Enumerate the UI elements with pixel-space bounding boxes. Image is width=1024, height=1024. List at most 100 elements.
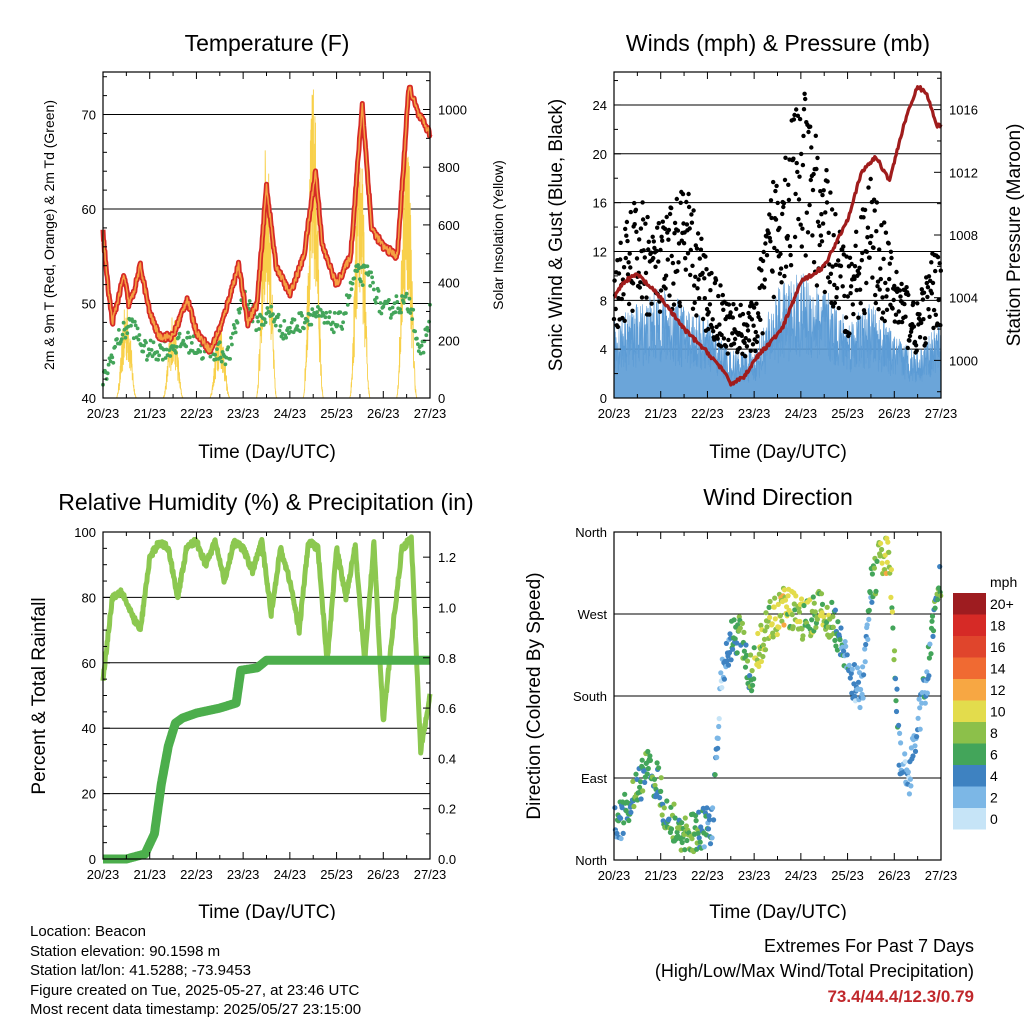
dewpoint-point: [408, 311, 413, 315]
direction-point: [696, 809, 702, 815]
gust-point: [919, 320, 924, 326]
direction-grid: [614, 613, 941, 779]
direction-point: [793, 593, 799, 599]
gust-point: [797, 116, 803, 122]
gust-point: [825, 179, 830, 184]
gust-point: [808, 124, 813, 129]
dewpoint-point: [188, 335, 192, 340]
dewpoint-point: [271, 312, 275, 316]
gust-point: [751, 323, 756, 328]
gust-point: [615, 324, 621, 330]
direction-point: [706, 813, 712, 819]
station-elevation: Station elevation: 90.1598 m: [30, 942, 221, 960]
direction-point: [800, 633, 806, 639]
direction-point: [761, 636, 768, 642]
direction-point: [912, 743, 918, 749]
dewpoint-point: [282, 319, 287, 323]
dewpoint-point: [257, 327, 261, 331]
gust-point: [785, 233, 790, 239]
direction-point: [824, 604, 830, 610]
gust-point: [711, 329, 716, 334]
direction-point: [862, 646, 868, 652]
x-tick-label: 25/23: [831, 406, 864, 421]
direction-point: [842, 639, 848, 645]
dewpoint-point: [129, 323, 133, 328]
y2-tick-label: 1.2: [438, 550, 456, 565]
gust-point: [739, 333, 744, 338]
direction-point: [767, 598, 773, 605]
direction-point: [892, 676, 899, 682]
direction-point: [664, 798, 670, 804]
gust-point: [803, 96, 808, 102]
gust-point: [764, 253, 770, 258]
speed-legend-label: 18: [990, 618, 1006, 634]
direction-point: [647, 757, 654, 764]
dewpoint-point: [229, 335, 233, 340]
direction-point: [628, 809, 634, 816]
gust-point: [640, 217, 646, 222]
direction-point: [766, 604, 772, 611]
speed-legend-swatch: [953, 636, 986, 658]
dewpoint-point: [340, 327, 345, 331]
gust-point: [889, 255, 894, 261]
dewpoint-point: [215, 347, 219, 351]
gust-point: [806, 129, 811, 135]
dewpoint-point: [262, 317, 267, 322]
direction-point: [769, 621, 775, 627]
x-tick-label: 25/23: [320, 406, 353, 421]
direction-point: [749, 668, 755, 674]
y-tick-label: North: [575, 853, 607, 868]
direction-point: [886, 549, 892, 555]
dewpoint-point: [365, 264, 370, 269]
gust-point: [647, 312, 652, 317]
dewpoint-point: [174, 351, 178, 355]
direction-point: [869, 571, 876, 577]
gust-point: [819, 212, 824, 217]
direction-point: [866, 616, 872, 623]
gust-point: [830, 264, 835, 269]
gust-point: [801, 107, 807, 112]
gust-point: [643, 270, 649, 276]
gust-point: [710, 317, 715, 322]
gust-point: [768, 198, 774, 203]
dewpoint-point: [120, 332, 125, 337]
direction-point: [902, 759, 908, 765]
direction-point: [712, 772, 718, 778]
gust-point: [794, 160, 799, 166]
direction-point: [781, 622, 787, 628]
dewpoint-point: [184, 344, 189, 349]
gust-point: [886, 241, 891, 246]
gust-point: [821, 188, 826, 193]
x-tick-label: 26/23: [878, 406, 911, 421]
dewpoint-point: [399, 310, 403, 315]
gust-point: [638, 226, 644, 231]
direction-point: [755, 630, 761, 637]
dewpoint-point: [156, 357, 161, 362]
gust-point: [879, 316, 885, 321]
gust-point: [878, 276, 883, 282]
gust-point: [838, 263, 844, 269]
gust-series: [611, 91, 943, 359]
direction-point: [891, 657, 897, 663]
gust-point: [749, 317, 755, 322]
y2-tick-label: 600: [438, 218, 460, 233]
extremes-subtitle: (High/Low/Max Wind/Total Precipitation): [654, 961, 974, 981]
gust-point: [854, 288, 859, 293]
gust-point: [667, 211, 673, 217]
gust-point: [840, 284, 845, 289]
direction-point: [612, 805, 618, 811]
gust-point: [913, 343, 919, 348]
dewpoint-point: [305, 319, 310, 323]
direction-point: [914, 734, 920, 740]
gust-point: [870, 275, 875, 280]
gust-point: [810, 187, 816, 193]
gust-point: [933, 312, 938, 317]
gust-point: [833, 212, 838, 217]
gust-point: [745, 328, 751, 333]
direction-point: [849, 666, 855, 672]
dewpoint-point: [298, 329, 302, 334]
gust-point: [653, 264, 658, 269]
humidity-line: [100, 534, 433, 756]
direction-point: [860, 664, 866, 670]
gust-point: [873, 292, 878, 298]
